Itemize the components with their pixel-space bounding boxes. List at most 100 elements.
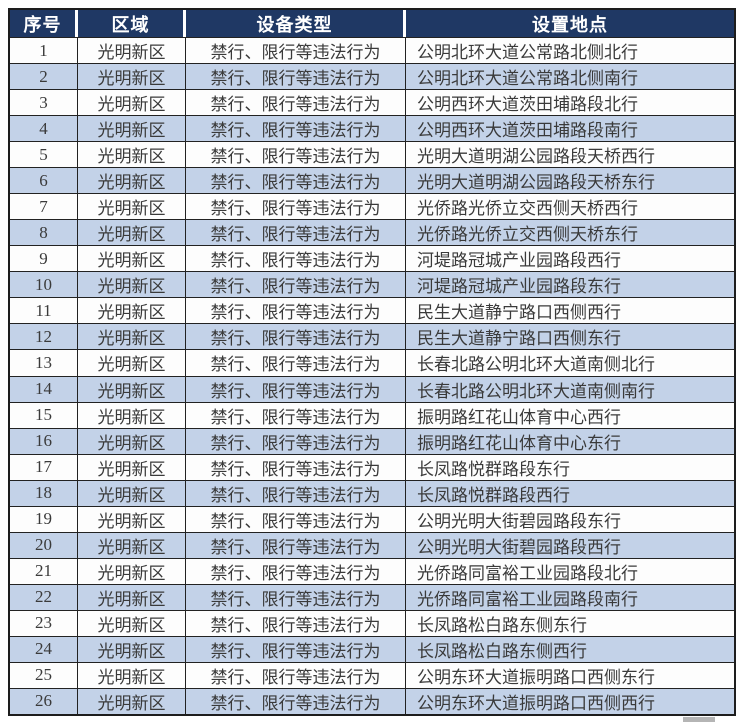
cell-region: 光明新区 [78,38,186,64]
cell-no: 24 [10,636,78,662]
cell-region: 光明新区 [78,584,186,610]
cell-location: 振明路红花山体育中心西行 [417,407,621,427]
cell-type: 禁行、限行等违法行为 [186,116,406,142]
table-row: 18 光明新区 禁行、限行等违法行为 长凤路悦群路段西行 [10,479,734,506]
table-row: 13 光明新区 禁行、限行等违法行为 长春北路公明北环大道南侧北行 [10,349,734,376]
cell-no: 15 [10,402,78,428]
cell-type: 禁行、限行等违法行为 [186,532,406,558]
cell-type: 禁行、限行等违法行为 [186,558,406,584]
cell-no: 9 [10,246,78,272]
cell-region: 光明新区 [78,298,186,324]
cell-no: 19 [10,506,78,532]
cell-location: 光侨路同富裕工业园路段北行 [417,563,638,583]
cell-type: 禁行、限行等违法行为 [186,454,406,480]
column-header-location: 设置地点 [406,10,734,37]
violation-camera-table: 序号 区域 设备类型 设置地点 1 光明新区 禁行、限行等违法行为 公明北环大道… [8,8,736,716]
cell-region: 光明新区 [78,532,186,558]
cell-location: 长凤路悦群路段东行 [417,459,570,479]
cell-location: 长凤路悦群路段西行 [417,485,570,505]
cell-region: 光明新区 [78,350,186,376]
table-row: 22 光明新区 禁行、限行等违法行为 光侨路同富裕工业园路段南行 [10,583,734,610]
cell-no: 17 [10,454,78,480]
column-header-type: 设备类型 [186,10,406,37]
cell-location: 振明路红花山体育中心东行 [417,433,621,453]
cell-no: 11 [10,298,78,324]
cell-region: 光明新区 [78,168,186,194]
cell-type: 禁行、限行等违法行为 [186,90,406,116]
cell-no: 6 [10,168,78,194]
cell-region: 光明新区 [78,376,186,402]
cell-location: 公明东环大道振明路口西侧东行 [417,667,655,687]
cell-no: 7 [10,194,78,220]
cell-location: 公明北环大道公常路北侧南行 [417,69,638,89]
cell-no: 21 [10,558,78,584]
cell-location: 光侨路光侨立交西侧天桥西行 [417,199,638,219]
cell-type: 禁行、限行等违法行为 [186,64,406,90]
table-row: 14 光明新区 禁行、限行等违法行为 长春北路公明北环大道南侧南行 [10,375,734,402]
cell-no: 14 [10,376,78,402]
cell-no: 10 [10,272,78,298]
cell-type: 禁行、限行等违法行为 [186,610,406,636]
table-row: 1 光明新区 禁行、限行等违法行为 公明北环大道公常路北侧北行 [10,37,734,64]
cell-type: 禁行、限行等违法行为 [186,298,406,324]
cell-type: 禁行、限行等违法行为 [186,402,406,428]
cell-type: 禁行、限行等违法行为 [186,506,406,532]
table-row: 19 光明新区 禁行、限行等违法行为 公明光明大街碧园路段东行 [10,505,734,532]
cell-no: 13 [10,350,78,376]
cell-type: 禁行、限行等违法行为 [186,584,406,610]
cell-location: 光明大道明湖公园路段天桥东行 [417,173,655,193]
cell-type: 禁行、限行等违法行为 [186,194,406,220]
cell-no: 20 [10,532,78,558]
column-header-no: 序号 [10,10,78,37]
cell-no: 8 [10,220,78,246]
table-row: 15 光明新区 禁行、限行等违法行为 振明路红花山体育中心西行 [10,401,734,428]
table-header-row: 序号 区域 设备类型 设置地点 [10,10,734,37]
cell-region: 光明新区 [78,272,186,298]
cell-region: 光明新区 [78,558,186,584]
cell-no: 2 [10,64,78,90]
table-row: 12 光明新区 禁行、限行等违法行为 民生大道静宁路口西侧东行 [10,323,734,350]
cell-type: 禁行、限行等违法行为 [186,168,406,194]
cell-no: 4 [10,116,78,142]
cell-no: 1 [10,38,78,64]
cell-location: 长凤路松白路东侧东行 [417,615,587,635]
cell-type: 禁行、限行等违法行为 [186,480,406,506]
table-row: 23 光明新区 禁行、限行等违法行为 长凤路松白路东侧东行 [10,609,734,636]
cell-type: 禁行、限行等违法行为 [186,272,406,298]
cell-region: 光明新区 [78,402,186,428]
cell-location: 公明光明大街碧园路段东行 [417,511,621,531]
cell-region: 光明新区 [78,246,186,272]
table-row: 16 光明新区 禁行、限行等违法行为 振明路红花山体育中心东行 [10,427,734,454]
cell-type: 禁行、限行等违法行为 [186,662,406,688]
table-row: 21 光明新区 禁行、限行等违法行为 光侨路同富裕工业园路段北行 [10,557,734,584]
cell-location: 民生大道静宁路口西侧西行 [417,303,621,323]
cell-no: 18 [10,480,78,506]
cell-type: 禁行、限行等违法行为 [186,142,406,168]
cell-location: 河堤路冠城产业园路段西行 [417,251,621,271]
cell-region: 光明新区 [78,688,186,714]
cell-location: 公明西环大道茨田埔路段北行 [417,95,638,115]
cell-location: 河堤路冠城产业园路段东行 [417,277,621,297]
cell-location: 公明东环大道振明路口西侧西行 [417,693,655,713]
cell-type: 禁行、限行等违法行为 [186,376,406,402]
cell-no: 12 [10,324,78,350]
cell-region: 光明新区 [78,480,186,506]
table-body: 1 光明新区 禁行、限行等违法行为 公明北环大道公常路北侧北行 2 光明新区 禁… [10,37,734,714]
cell-location: 长凤路松白路东侧西行 [417,641,587,661]
cell-type: 禁行、限行等违法行为 [186,324,406,350]
cell-location: 民生大道静宁路口西侧东行 [417,329,621,349]
cell-no: 16 [10,428,78,454]
cell-location: 公明西环大道茨田埔路段南行 [417,121,638,141]
cell-location: 公明北环大道公常路北侧北行 [417,43,638,63]
cell-location: 公明光明大街碧园路段西行 [417,537,621,557]
table-row: 3 光明新区 禁行、限行等违法行为 公明西环大道茨田埔路段北行 [10,89,734,116]
table-row: 10 光明新区 禁行、限行等违法行为 河堤路冠城产业园路段东行 [10,271,734,298]
cell-type: 禁行、限行等违法行为 [186,636,406,662]
cell-location: 长春北路公明北环大道南侧北行 [417,355,655,375]
cell-region: 光明新区 [78,454,186,480]
table-row: 25 光明新区 禁行、限行等违法行为 公明东环大道振明路口西侧东行 [10,661,734,688]
table-row: 17 光明新区 禁行、限行等违法行为 长凤路悦群路段东行 [10,453,734,480]
cell-region: 光明新区 [78,610,186,636]
table-row: 20 光明新区 禁行、限行等违法行为 公明光明大街碧园路段西行 [10,531,734,558]
